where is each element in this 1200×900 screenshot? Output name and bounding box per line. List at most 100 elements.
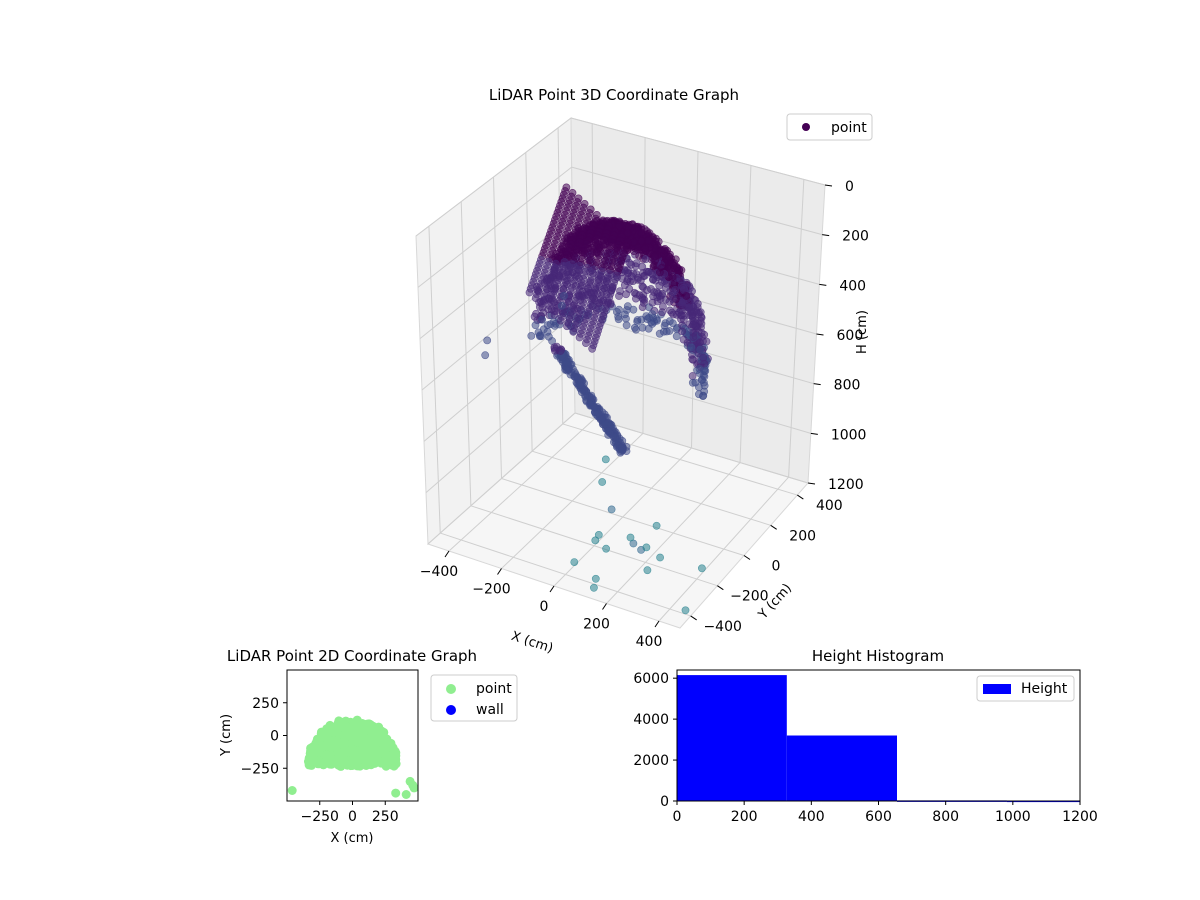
point-2d [376, 733, 386, 743]
point-3d-outlier [681, 606, 690, 615]
tick-label-x: 1200 [1062, 809, 1098, 825]
point-3d [687, 343, 696, 352]
tick-mark-z [824, 184, 833, 187]
2d-y-axis-label: Y (cm) [219, 714, 234, 757]
2d-legend-marker-wall [446, 705, 456, 715]
point-3d-outlier [483, 336, 492, 345]
point-2d [318, 732, 328, 742]
point-3d [563, 358, 572, 367]
point-2d [333, 721, 343, 731]
point-3d [604, 418, 613, 427]
point-3d-outlier [560, 291, 568, 300]
tick-label-x: 0 [348, 809, 357, 825]
point-3d-outlier [598, 478, 607, 486]
point-3d [700, 378, 708, 387]
point-3d [649, 275, 657, 283]
point-3d [638, 303, 647, 311]
point-3d [535, 332, 544, 341]
tick-label-y: 200 [789, 528, 816, 544]
tick-mark-y [717, 585, 724, 591]
tick-label-y: 250 [252, 696, 279, 712]
point-3d [641, 244, 650, 253]
tick-mark-z [819, 283, 827, 286]
tick-label-x: 0 [540, 599, 549, 615]
point-3d [575, 333, 584, 342]
point-2d [384, 740, 394, 750]
point-3d [575, 381, 584, 390]
tick-mark-z [816, 333, 824, 336]
point-2d [317, 742, 327, 752]
gridline-z [571, 166, 823, 236]
chart-3d-scatter: LiDAR Point 3D Coordinate Graph −400 −200… [415, 86, 873, 656]
tick-label-x: 250 [372, 809, 399, 825]
point-3d [544, 305, 553, 314]
tick-label-x: 1000 [995, 809, 1031, 825]
tick-label-y: 4000 [633, 712, 669, 728]
point-3d [689, 320, 698, 329]
point-2d [379, 759, 389, 769]
gridline-z [427, 412, 576, 545]
point-3d-outlier [698, 564, 706, 573]
point-3d-outlier [626, 533, 635, 542]
tick-label-y: 0 [660, 794, 669, 810]
point-3d-outlier [591, 536, 600, 545]
3d-tick-labels: −400−2000200400−400−20002004000200400600… [420, 179, 869, 650]
tick-label-x: −250 [301, 809, 339, 825]
point-3d [657, 245, 666, 254]
point-3d-outlier [656, 553, 664, 562]
chart-2d-title: LiDAR Point 2D Coordinate Graph [227, 647, 477, 665]
point-3d [648, 310, 657, 318]
point-3d [633, 243, 642, 252]
point-2d [357, 732, 367, 742]
tick-mark-z [807, 482, 816, 485]
point-3d [659, 302, 667, 311]
point-3d [556, 316, 565, 325]
point-3d [543, 327, 552, 336]
point-3d [623, 302, 632, 311]
gridline-z [574, 363, 811, 434]
point-3d [623, 228, 632, 237]
point-3d [582, 339, 590, 347]
point-3d [614, 315, 623, 324]
gridline-z [415, 117, 572, 237]
point-2d [330, 755, 340, 765]
tick-label-y: 0 [772, 559, 781, 575]
2d-legend: point wall [430, 674, 518, 722]
chart-3d-title: LiDAR Point 3D Coordinate Graph [489, 86, 739, 104]
tick-label-x: 800 [932, 809, 959, 825]
histogram-legend-label: Height [1021, 681, 1068, 697]
point-3d [590, 403, 599, 411]
point-3d [650, 252, 659, 261]
tick-label-z: 200 [842, 229, 869, 245]
point-3d [669, 261, 678, 270]
point-3d-outlier [558, 301, 566, 310]
point-3d [550, 310, 559, 319]
point-3d [538, 299, 546, 308]
point-3d [638, 323, 647, 332]
point-3d [641, 255, 650, 264]
point-2d [339, 746, 349, 756]
tick-mark-x [444, 550, 450, 558]
point-3d [538, 315, 546, 324]
point-3d [697, 328, 706, 337]
3d-z-axis-label: H (cm) [855, 310, 870, 354]
point-3d-outlier [607, 505, 616, 514]
point-3d [658, 277, 666, 286]
3d-legend-frame [786, 113, 873, 141]
3d-legend-label-point: point [831, 120, 867, 136]
point-3d-outlier [570, 558, 579, 566]
2d-legend-label-point: point [476, 681, 512, 697]
point-2d [323, 726, 333, 735]
point-3d [531, 294, 540, 302]
point-3d [615, 292, 623, 300]
point-3d [654, 289, 662, 298]
3d-legend-marker [802, 123, 810, 131]
point-3d [682, 292, 691, 300]
3d-legend: point [786, 113, 873, 141]
point-3d [696, 338, 704, 346]
tick-mark-y [690, 615, 697, 621]
point-3d [666, 306, 674, 315]
tick-mark-z [810, 432, 818, 435]
histogram-tick-labels: 0 200 400 600 800 1000 1200 0 2000 4000 6000 [633, 671, 1097, 825]
point-3d [700, 387, 709, 396]
